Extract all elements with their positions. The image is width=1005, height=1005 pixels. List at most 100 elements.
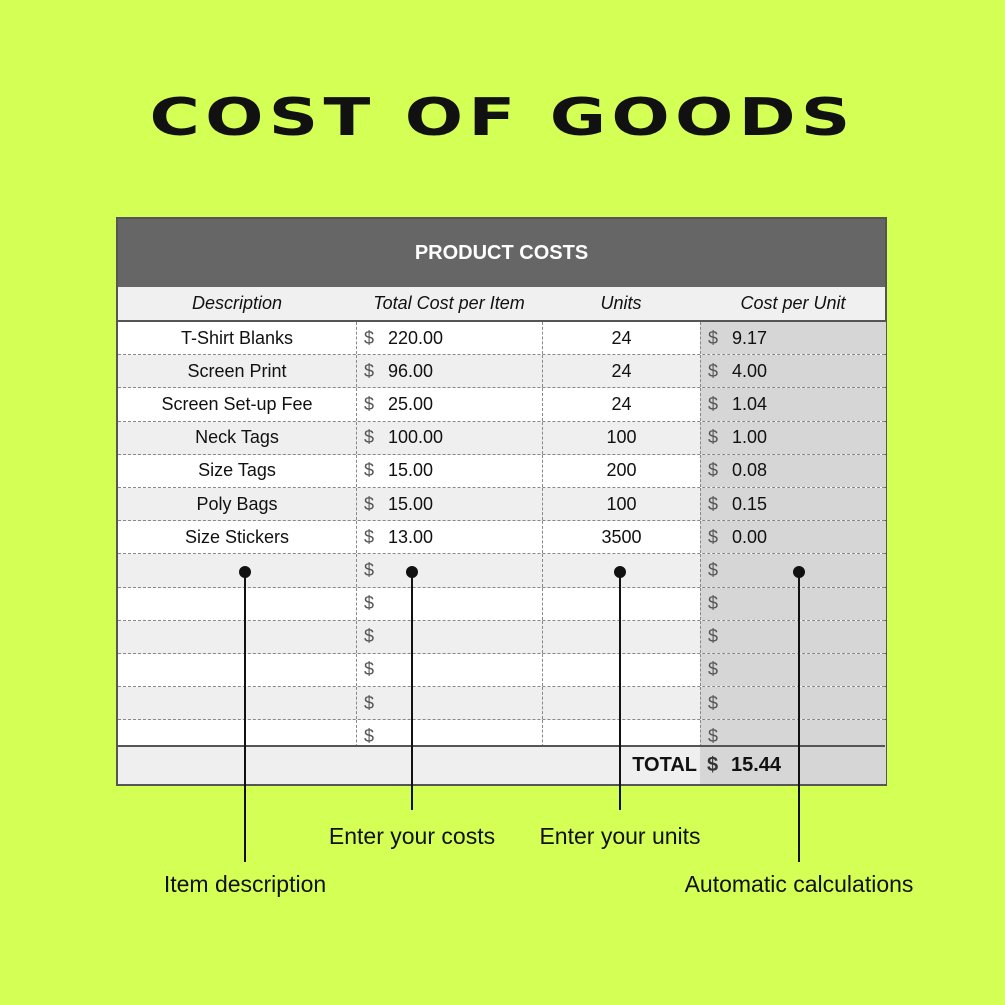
cell-total-cost[interactable]: $ bbox=[356, 653, 542, 687]
total-cost-value: 96.00 bbox=[388, 360, 434, 381]
table-row: Poly Bags $15.00 100 $0.15 bbox=[118, 487, 886, 522]
cell-total-cost[interactable]: $96.00 bbox=[356, 355, 542, 388]
total-row: TOTAL $ 15.44 bbox=[118, 745, 886, 784]
cost-per-unit-value: 1.04 bbox=[732, 393, 768, 414]
total-cost-value: 100.00 bbox=[388, 427, 444, 448]
currency-symbol: $ bbox=[708, 460, 719, 481]
cell-units[interactable]: 24 bbox=[542, 355, 700, 388]
currency-symbol: $ bbox=[364, 526, 375, 547]
description-value: T-Shirt Blanks bbox=[180, 327, 294, 348]
description-value: Size Tags bbox=[198, 460, 276, 481]
units-value: 200 bbox=[606, 460, 637, 481]
total-label: TOTAL bbox=[632, 754, 697, 776]
currency-symbol: $ bbox=[364, 393, 375, 414]
table-body: T-Shirt Blanks $220.00 24 $9.17 Screen Print… bbox=[118, 322, 886, 754]
total-cost-value: 220.00 bbox=[388, 327, 444, 348]
description-value: Neck Tags bbox=[195, 427, 279, 448]
currency-symbol: $ bbox=[364, 626, 375, 647]
cell-units[interactable]: 200 bbox=[542, 454, 700, 487]
description-value: Screen Set-up Fee bbox=[161, 393, 313, 414]
cost-per-unit-value: 0.00 bbox=[732, 526, 768, 547]
table-row: $ $ bbox=[118, 653, 886, 688]
cell-total-cost[interactable]: $100.00 bbox=[356, 421, 542, 454]
currency-symbol: $ bbox=[364, 659, 375, 680]
cell-units[interactable] bbox=[542, 720, 700, 753]
cell-total-cost[interactable]: $15.00 bbox=[356, 454, 542, 487]
annotation-enter-units: Enter your units bbox=[539, 823, 701, 849]
cell-units[interactable]: 3500 bbox=[542, 521, 700, 554]
units-value: 100 bbox=[606, 427, 637, 448]
table-row: $ $ bbox=[118, 687, 886, 721]
table-row: Screen Print $96.00 24 $4.00 bbox=[118, 355, 886, 389]
cell-total-cost[interactable]: $ bbox=[356, 687, 542, 720]
cell-total-cost[interactable]: $ bbox=[356, 720, 542, 753]
currency-symbol: $ bbox=[364, 559, 375, 580]
column-header-total-cost: Total Cost per Item bbox=[373, 293, 525, 313]
cell-total-cost[interactable]: $15.00 bbox=[356, 487, 542, 521]
currency-symbol: $ bbox=[364, 327, 375, 348]
cell-description[interactable]: Neck Tags bbox=[118, 422, 356, 454]
cell-cost-per-unit: $ bbox=[700, 620, 886, 653]
cell-units[interactable]: 24 bbox=[542, 388, 700, 421]
cell-description[interactable] bbox=[118, 554, 356, 586]
cell-description[interactable]: Poly Bags bbox=[118, 488, 356, 520]
table-row: $ $ bbox=[118, 554, 886, 588]
currency-symbol: $ bbox=[707, 754, 719, 776]
annotation-automatic-calculations: Automatic calculations bbox=[684, 871, 914, 897]
cell-total-cost[interactable]: $220.00 bbox=[356, 322, 542, 355]
page-title: COST OF GOODS bbox=[149, 88, 856, 148]
cell-units[interactable]: 100 bbox=[542, 487, 700, 521]
table-row: Size Tags $15.00 200 $0.08 bbox=[118, 454, 886, 488]
cell-description[interactable] bbox=[118, 621, 356, 653]
cell-total-cost[interactable]: $ bbox=[356, 620, 542, 653]
cell-description[interactable]: T-Shirt Blanks bbox=[118, 322, 356, 354]
currency-symbol: $ bbox=[708, 692, 719, 713]
cell-total-cost[interactable]: $ bbox=[356, 554, 542, 587]
cell-cost-per-unit: $4.00 bbox=[700, 355, 886, 388]
cell-cost-per-unit: $ bbox=[700, 587, 886, 620]
cost-per-unit-value: 0.15 bbox=[732, 493, 768, 514]
cell-description[interactable] bbox=[118, 588, 356, 620]
cell-total-cost[interactable]: $13.00 bbox=[356, 521, 542, 554]
cell-description[interactable] bbox=[118, 654, 356, 686]
cell-units[interactable] bbox=[542, 554, 700, 587]
cell-units[interactable]: 100 bbox=[542, 421, 700, 454]
description-value: Screen Print bbox=[187, 360, 287, 381]
total-value: 15.44 bbox=[731, 754, 782, 776]
cost-per-unit-value: 9.17 bbox=[732, 327, 768, 348]
sheet-header: PRODUCT COSTS bbox=[118, 219, 885, 287]
total-cost-value: 15.00 bbox=[388, 460, 434, 481]
cell-units[interactable] bbox=[542, 587, 700, 620]
currency-symbol: $ bbox=[364, 593, 375, 614]
cell-units[interactable] bbox=[542, 620, 700, 653]
currency-symbol: $ bbox=[708, 327, 719, 348]
currency-symbol: $ bbox=[708, 559, 719, 580]
units-value: 24 bbox=[611, 393, 632, 414]
column-header-units: Units bbox=[600, 293, 642, 313]
cell-total-cost[interactable]: $ bbox=[356, 587, 542, 620]
cell-description[interactable]: Screen Print bbox=[118, 355, 356, 387]
cell-cost-per-unit: $1.00 bbox=[700, 421, 886, 454]
cell-units[interactable]: 24 bbox=[542, 322, 700, 355]
cost-per-unit-value: 4.00 bbox=[732, 360, 768, 381]
column-header-cost-per-unit: Cost per Unit bbox=[740, 293, 846, 313]
units-value: 100 bbox=[606, 493, 637, 514]
cell-description[interactable]: Size Stickers bbox=[118, 521, 356, 553]
currency-symbol: $ bbox=[364, 360, 375, 381]
cell-description[interactable]: Screen Set-up Fee bbox=[118, 388, 356, 420]
cell-cost-per-unit: $1.04 bbox=[700, 388, 886, 421]
cell-description[interactable]: Size Tags bbox=[118, 455, 356, 487]
currency-symbol: $ bbox=[708, 360, 719, 381]
total-cost-value: 25.00 bbox=[388, 393, 434, 414]
cell-cost-per-unit: $0.00 bbox=[700, 521, 886, 554]
total-cell: $ 15.44 bbox=[700, 747, 886, 784]
cell-units[interactable] bbox=[542, 687, 700, 720]
cell-description[interactable] bbox=[118, 687, 356, 719]
table-row: $ $ bbox=[118, 587, 886, 621]
cell-total-cost[interactable]: $25.00 bbox=[356, 388, 542, 421]
cell-units[interactable] bbox=[542, 653, 700, 687]
currency-symbol: $ bbox=[364, 493, 375, 514]
table-row: Size Stickers $13.00 3500 $0.00 bbox=[118, 521, 886, 555]
total-cost-value: 13.00 bbox=[388, 526, 434, 547]
currency-symbol: $ bbox=[364, 460, 375, 481]
